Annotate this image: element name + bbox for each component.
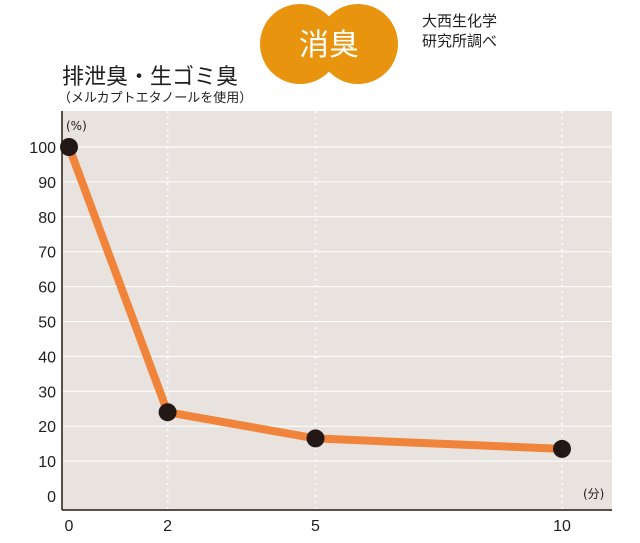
badge: 消臭 bbox=[260, 4, 398, 84]
chart-title: 排泄臭・生ゴミ臭 bbox=[62, 65, 238, 90]
y-tick-label: 0 bbox=[47, 489, 56, 506]
series-group bbox=[60, 138, 571, 458]
y-tick-label: 90 bbox=[38, 175, 56, 192]
series-line bbox=[65, 143, 566, 453]
data-point bbox=[60, 138, 78, 156]
y-tick-label: 100 bbox=[29, 140, 56, 157]
y-tick-label: 60 bbox=[38, 280, 56, 297]
x-tick-labels: 0 2 5 10 bbox=[65, 518, 571, 535]
y-tick-label: 80 bbox=[38, 210, 56, 227]
data-point bbox=[158, 403, 177, 422]
x-tick-label: 2 bbox=[163, 518, 172, 535]
source-line-2: 研究所調べ bbox=[422, 32, 497, 50]
data-point bbox=[553, 439, 571, 458]
source-line-1: 大西生化学 bbox=[422, 12, 497, 30]
y-tick-label: 50 bbox=[38, 315, 56, 332]
x-tick-label: 0 bbox=[65, 518, 74, 535]
y-axis-unit: (%) bbox=[66, 119, 87, 133]
x-tick-label: 5 bbox=[311, 518, 320, 535]
y-tick-label: 30 bbox=[38, 384, 56, 401]
data-point bbox=[306, 429, 325, 448]
y-tick-label: 20 bbox=[38, 419, 56, 436]
badge-left-circle bbox=[260, 4, 340, 84]
y-tick-label: 10 bbox=[38, 454, 56, 471]
gridlines bbox=[62, 111, 612, 510]
x-axis-unit: (分) bbox=[583, 487, 604, 501]
badge-right-circle bbox=[318, 4, 398, 84]
chart-subtitle: （メルカプトエタノールを使用） bbox=[58, 90, 252, 106]
x-tick-label: 10 bbox=[553, 518, 571, 535]
badge-label: 消臭 bbox=[299, 28, 359, 63]
y-tick-labels: 0 10 20 30 40 50 60 70 80 90 100 bbox=[29, 140, 56, 506]
y-tick-label: 70 bbox=[38, 245, 56, 262]
y-tick-label: 40 bbox=[38, 349, 56, 366]
axes bbox=[61, 111, 612, 511]
